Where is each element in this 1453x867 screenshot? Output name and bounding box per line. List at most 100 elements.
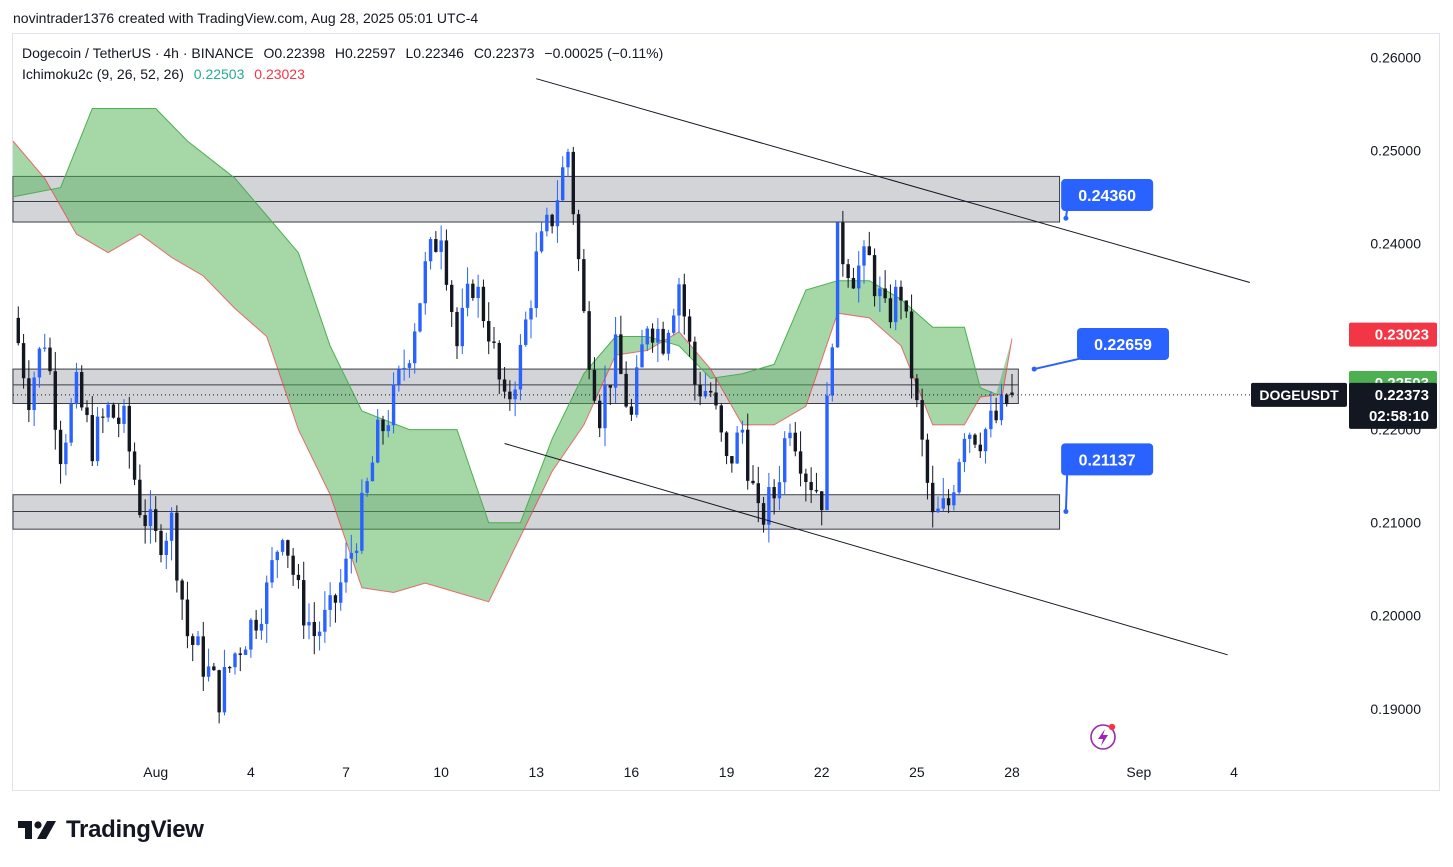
candle-body-47 — [265, 582, 269, 624]
annotation-pointer-1 — [1033, 356, 1084, 371]
candle-body-90 — [492, 341, 496, 343]
candle-body-19 — [117, 417, 121, 424]
annotation-box-0 — [1061, 179, 1154, 212]
x-tick-label-9: 28 — [1004, 764, 1020, 780]
candle-body-71 — [391, 384, 396, 426]
candle-body-55 — [307, 621, 311, 626]
candle-body-2 — [27, 378, 31, 410]
candle-body-27 — [159, 530, 163, 555]
candle-body-182 — [978, 444, 982, 452]
candle-body-166 — [894, 286, 898, 323]
candle-body-75 — [413, 331, 417, 364]
badge-span-b-text-0: 0.23023 — [1375, 327, 1429, 344]
candle-body-76 — [418, 303, 422, 332]
candle-body-109 — [592, 369, 597, 401]
candle-body-108 — [587, 311, 591, 370]
candle-body-116 — [629, 406, 634, 415]
candle-body-21 — [127, 405, 131, 452]
candle-body-150 — [809, 482, 813, 491]
symbol-name[interactable]: Dogecoin / TetherUS · 4h · BINANCE — [22, 45, 254, 61]
candle-body-127 — [687, 316, 692, 342]
candle-body-45 — [254, 619, 258, 631]
candle-body-15 — [95, 416, 100, 462]
x-tick-label-2: 7 — [342, 764, 350, 780]
ichimoku-cloud — [13, 108, 1012, 602]
trendlines-layer — [13, 78, 1345, 656]
candle-body-178 — [957, 462, 961, 493]
tradingview-logo-icon — [18, 821, 56, 839]
candle-body-173 — [931, 482, 935, 513]
candle-body-50 — [280, 540, 285, 552]
candle-body-175 — [941, 498, 945, 509]
candle-body-37 — [212, 666, 216, 671]
candle-body-123 — [666, 332, 671, 354]
candle-body-34 — [196, 636, 200, 645]
candle-body-186 — [999, 394, 1004, 421]
x-tick-label-5: 16 — [624, 764, 640, 780]
annotation-label-1: 0.22659 — [1094, 337, 1152, 354]
candle-body-112 — [608, 385, 612, 388]
candle-body-147 — [793, 432, 797, 452]
candle-body-167 — [899, 286, 903, 301]
candle-body-161 — [867, 246, 871, 256]
candle-body-135 — [730, 456, 734, 464]
candle-body-73 — [402, 367, 406, 370]
candle-body-56 — [312, 621, 316, 637]
annotation-labels-layer: 0.24360 0.22659 0.21137 — [1031, 179, 1169, 514]
candle-body-87 — [476, 286, 480, 298]
candle-body-128 — [693, 341, 697, 385]
candle-body-59 — [328, 595, 332, 610]
candle-body-93 — [508, 391, 512, 400]
candle-body-144 — [777, 482, 782, 499]
candle-body-114 — [619, 334, 623, 374]
candle-body-181 — [973, 434, 977, 445]
candle-body-138 — [746, 429, 750, 481]
candle-body-115 — [624, 373, 628, 407]
candle-body-158 — [851, 277, 856, 289]
ticker-badge-box — [1251, 382, 1347, 407]
candle-body-139 — [751, 480, 755, 484]
candle-body-31 — [180, 580, 184, 600]
tradingview-logo[interactable]: TradingView — [16, 816, 204, 844]
candle-body-136 — [735, 432, 739, 464]
candle-body-32 — [185, 599, 190, 637]
candle-body-65 — [360, 492, 364, 551]
candle-body-103 — [561, 167, 565, 201]
candle-body-40 — [228, 667, 232, 669]
indicator-name[interactable]: Ichimoku2c (9, 26, 52, 26) — [22, 66, 184, 82]
candle-body-81 — [444, 240, 449, 285]
candle-body-77 — [423, 261, 427, 304]
candle-body-172 — [925, 439, 930, 483]
candle-body-160 — [862, 246, 866, 266]
candle-body-143 — [772, 487, 776, 499]
candle-body-105 — [571, 151, 575, 215]
candle-body-22 — [132, 451, 137, 480]
annotation-anchor-dot-1 — [1031, 366, 1037, 372]
candle-body-16 — [101, 416, 105, 418]
candle-body-164 — [883, 288, 887, 299]
lightning-icon — [1090, 723, 1116, 750]
candle-body-174 — [936, 508, 940, 513]
candle-body-30 — [175, 512, 179, 581]
candle-body-36 — [206, 666, 211, 677]
candle-body-63 — [349, 552, 353, 559]
candle-body-6 — [48, 347, 52, 372]
candle-body-157 — [846, 264, 850, 278]
candle-body-151 — [814, 490, 819, 492]
candle-body-60 — [333, 595, 338, 603]
chart-frame — [12, 33, 1440, 791]
candle-body-66 — [365, 481, 369, 493]
x-tick-label-11: 4 — [1230, 764, 1238, 780]
candle-body-169 — [909, 311, 914, 379]
candle-body-124 — [672, 315, 676, 333]
candle-body-153 — [825, 395, 829, 511]
x-tick-label-7: 22 — [814, 764, 830, 780]
candle-body-119 — [645, 328, 649, 345]
indicator-value-lead: 0.22503 — [193, 66, 245, 82]
candle-body-67 — [370, 462, 375, 482]
y-tick-label-0: 0.26000 — [1370, 49, 1421, 65]
candle-body-170 — [915, 378, 919, 401]
candle-body-25 — [148, 509, 153, 527]
annotation-pointer-2 — [1064, 473, 1069, 512]
